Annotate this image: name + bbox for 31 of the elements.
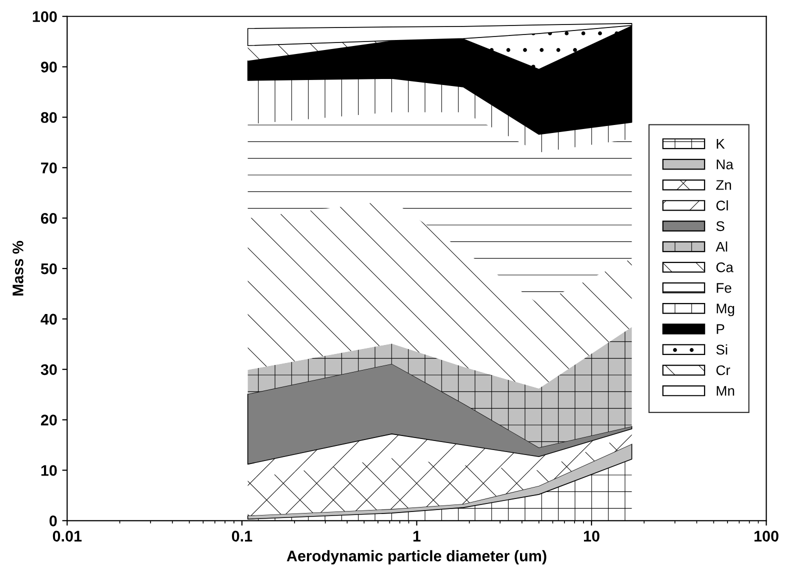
y-tick-label: 20 bbox=[40, 414, 57, 426]
x-tick-label: 0.01 bbox=[52, 530, 82, 542]
y-tick-label: 100 bbox=[32, 11, 57, 22]
y-tick-label: 30 bbox=[40, 364, 57, 376]
legend-label: Ca bbox=[716, 262, 734, 272]
legend-label: P bbox=[716, 324, 724, 334]
y-tick-label: 60 bbox=[40, 212, 57, 224]
legend-label: Cr bbox=[716, 365, 730, 376]
y-tick-label: 40 bbox=[40, 314, 57, 325]
x-tick-label: 10 bbox=[584, 530, 600, 542]
x-tick-label: 0.1 bbox=[232, 530, 252, 542]
legend-label: Mn bbox=[716, 386, 734, 396]
legend-label: Al bbox=[716, 241, 728, 252]
legend-label: Zn bbox=[716, 180, 731, 190]
y-tick-label: 0 bbox=[50, 516, 57, 526]
legend-label: K bbox=[716, 139, 725, 149]
y-tick-label: 50 bbox=[40, 263, 57, 274]
x-tick-label: 100 bbox=[754, 530, 778, 542]
legend-label: Mg bbox=[716, 304, 734, 316]
x-axis-title: Aerodynamic particle diameter (um) bbox=[286, 550, 546, 564]
legend-label: Fe bbox=[716, 283, 732, 293]
y-tick-label: 10 bbox=[41, 465, 57, 476]
legend-label: S bbox=[716, 221, 724, 232]
y-tick-label: 90 bbox=[40, 62, 57, 72]
y-tick-label: 70 bbox=[41, 162, 57, 174]
y-axis-title: Mass % bbox=[12, 240, 24, 296]
x-tick-label: 1 bbox=[413, 530, 421, 542]
legend-label: Cl bbox=[716, 200, 728, 210]
legend-label: Na bbox=[716, 160, 734, 170]
y-tick-label: 80 bbox=[40, 112, 57, 123]
legend-label: Si bbox=[716, 344, 728, 355]
